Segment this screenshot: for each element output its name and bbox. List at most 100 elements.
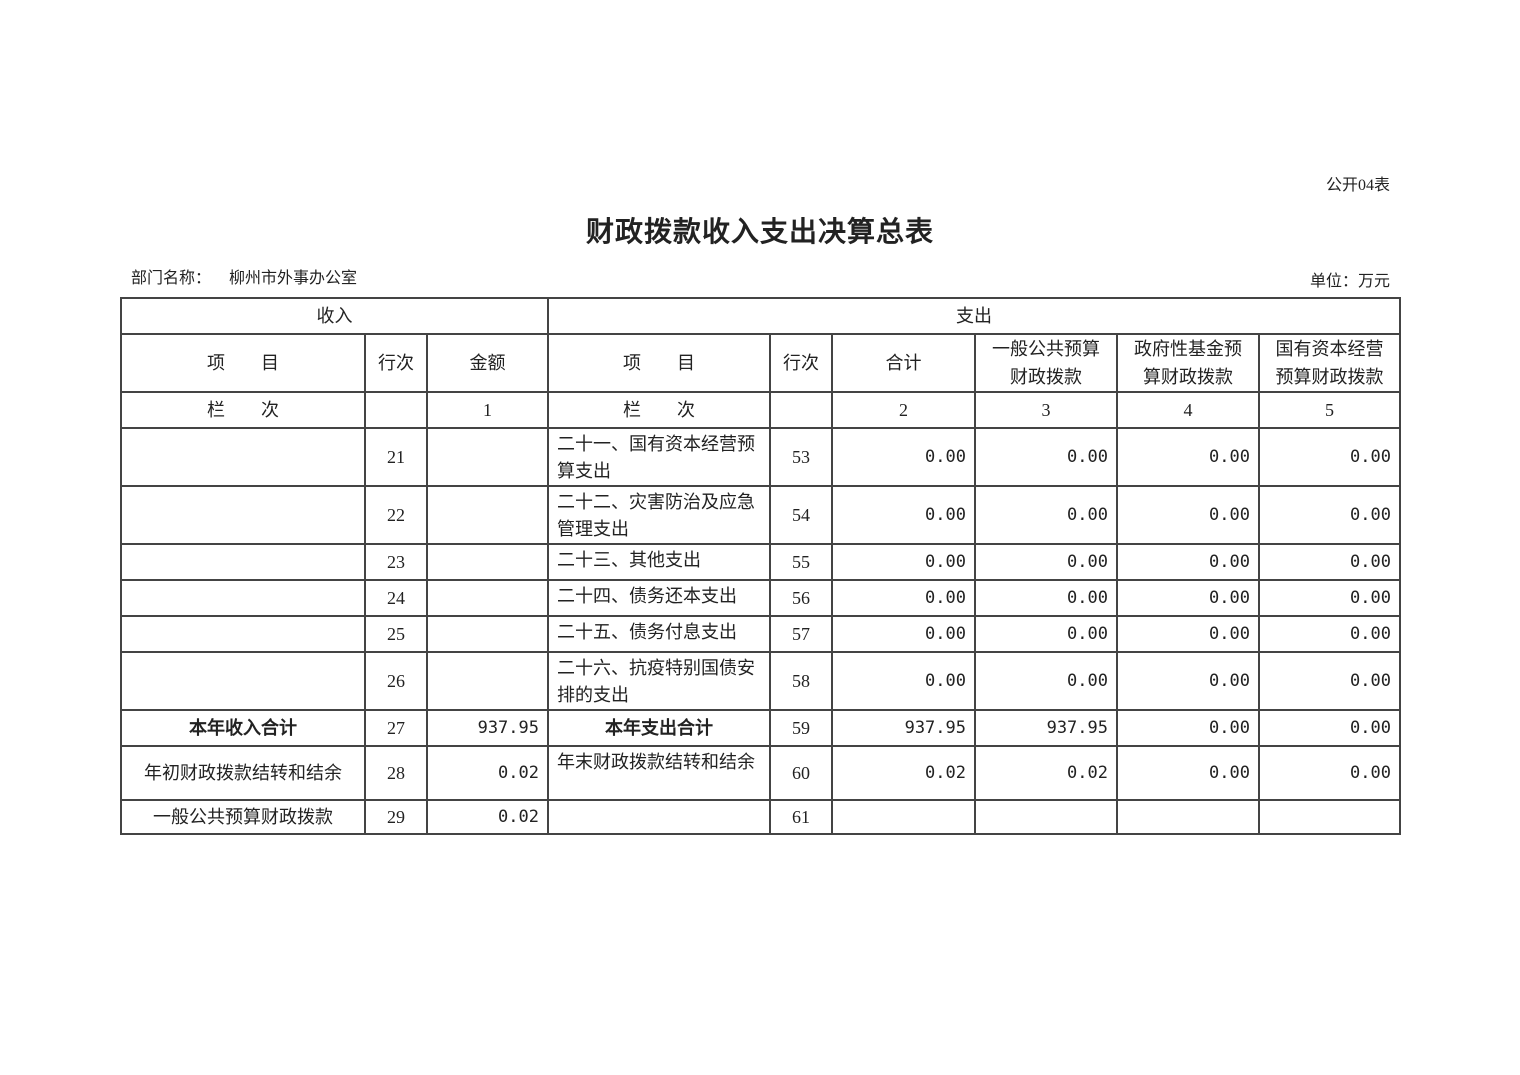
table-cell: 0.02 <box>426 799 549 835</box>
table-row: 一般公共预算财政拨款 29 0.02 61 <box>120 799 1401 835</box>
table-cell: 二十四、债务还本支出 <box>547 579 771 617</box>
unit-label: 单位：万元 <box>1309 273 1390 290</box>
budget-table: 收入 支出 项 目 行次 金额 项 目 行次 合计 一般公共预算财政拨款 政府性… <box>120 297 1401 835</box>
table-cell: 0.00 <box>974 427 1118 487</box>
table-cell: 0.00 <box>831 579 976 617</box>
expense-header: 支出 <box>547 297 1401 335</box>
col-header: 金额 <box>426 333 549 393</box>
table-cell: 0.00 <box>831 543 976 581</box>
department-label: 部门名称： <box>131 270 212 287</box>
table-row: 23 二十三、其他支出 55 0.00 0.00 0.00 0.00 <box>120 543 1401 581</box>
table-cell: 0.02 <box>974 745 1118 801</box>
table-cell: 一般公共预算财政拨款 <box>120 799 366 835</box>
table-cell: 54 <box>769 485 833 545</box>
table-cell: 0.00 <box>974 579 1118 617</box>
table-row: 21 二十一、国有资本经营预算支出 53 0.00 0.00 0.00 0.00 <box>120 427 1401 487</box>
table-cell: 0.00 <box>974 615 1118 653</box>
table-cell: 25 <box>364 615 428 653</box>
table-cell <box>426 543 549 581</box>
table-cell: 二十六、抗疫特别国债安排的支出 <box>547 651 771 711</box>
col-header: 项 目 <box>120 333 366 393</box>
col-header: 一般公共预算财政拨款 <box>974 333 1118 393</box>
table-cell <box>426 651 549 711</box>
column-header-row: 项 目 行次 金额 项 目 行次 合计 一般公共预算财政拨款 政府性基金预算财政… <box>120 333 1401 393</box>
table-cell: 3 <box>974 391 1118 429</box>
table-cell <box>364 391 428 429</box>
col-header: 合计 <box>831 333 976 393</box>
table-cell: 0.00 <box>1258 543 1401 581</box>
col-header: 行次 <box>364 333 428 393</box>
table-cell: 0.00 <box>1258 651 1401 711</box>
table-cell: 28 <box>364 745 428 801</box>
table-cell <box>974 799 1118 835</box>
table-cell: 0.00 <box>1116 427 1260 487</box>
col-header: 行次 <box>769 333 833 393</box>
table-cell: 0.00 <box>1258 427 1401 487</box>
table-cell: 0.02 <box>831 745 976 801</box>
table-cell: 2 <box>831 391 976 429</box>
table-cell: 22 <box>364 485 428 545</box>
table-cell: 二十一、国有资本经营预算支出 <box>547 427 771 487</box>
group-header-row: 收入 支出 <box>120 297 1401 335</box>
table-cell <box>120 615 366 653</box>
table-cell: 4 <box>1116 391 1260 429</box>
table-cell <box>426 485 549 545</box>
table-cell: 0.00 <box>1116 651 1260 711</box>
table-cell: 0.02 <box>426 745 549 801</box>
table-cell <box>120 485 366 545</box>
table-cell: 937.95 <box>831 709 976 747</box>
table-cell: 0.00 <box>1258 485 1401 545</box>
table-cell: 0.00 <box>831 651 976 711</box>
table-cell <box>120 651 366 711</box>
table-cell: 57 <box>769 615 833 653</box>
col-header: 国有资本经营预算财政拨款 <box>1258 333 1401 393</box>
table-cell: 二十二、灾害防治及应急管理支出 <box>547 485 771 545</box>
table-cell <box>831 799 976 835</box>
table-cell: 栏 次 <box>120 391 366 429</box>
table-cell <box>547 799 771 835</box>
table-cell: 0.00 <box>1116 485 1260 545</box>
table-cell: 0.00 <box>831 485 976 545</box>
table-cell <box>120 543 366 581</box>
table-cell: 23 <box>364 543 428 581</box>
table-cell: 59 <box>769 709 833 747</box>
table-cell: 年末财政拨款结转和结余 <box>547 745 771 801</box>
table-row: 年初财政拨款结转和结余 28 0.02 年末财政拨款结转和结余 60 0.02 0.02 0.… <box>120 745 1401 801</box>
table-cell <box>1258 799 1401 835</box>
table-cell: 0.00 <box>831 427 976 487</box>
table-row: 25 二十五、债务付息支出 57 0.00 0.00 0.00 0.00 <box>120 615 1401 653</box>
table-cell <box>426 615 549 653</box>
table-cell: 0.00 <box>1258 579 1401 617</box>
table-cell <box>1116 799 1260 835</box>
table-cell: 60 <box>769 745 833 801</box>
table-cell: 0.00 <box>1116 745 1260 801</box>
col-header: 政府性基金预算财政拨款 <box>1116 333 1260 393</box>
table-cell <box>120 427 366 487</box>
table-cell: 二十五、债务付息支出 <box>547 615 771 653</box>
table-cell: 0.00 <box>1116 543 1260 581</box>
table-cell: 21 <box>364 427 428 487</box>
table-cell: 937.95 <box>426 709 549 747</box>
col-header: 项 目 <box>547 333 771 393</box>
table-cell: 0.00 <box>1258 615 1401 653</box>
table-cell: 0.00 <box>831 615 976 653</box>
table-row: 26 二十六、抗疫特别国债安排的支出 58 0.00 0.00 0.00 0.00 <box>120 651 1401 711</box>
table-cell: 58 <box>769 651 833 711</box>
table-cell: 0.00 <box>1116 579 1260 617</box>
department: 部门名称： 柳州市外事办公室 <box>131 264 375 288</box>
table-cell: 0.00 <box>1116 709 1260 747</box>
table-cell: 29 <box>364 799 428 835</box>
table-cell: 937.95 <box>974 709 1118 747</box>
table-cell: 本年收入合计 <box>120 709 366 747</box>
table-cell <box>426 579 549 617</box>
table-cell: 0.00 <box>1116 615 1260 653</box>
table-cell: 27 <box>364 709 428 747</box>
table-cell: 26 <box>364 651 428 711</box>
page-title: 财政拨款收入支出决算总表 <box>585 217 934 248</box>
table-cell: 5 <box>1258 391 1401 429</box>
form-code: 公开04表 <box>1325 177 1390 194</box>
table-cell: 56 <box>769 579 833 617</box>
table-cell: 栏 次 <box>547 391 771 429</box>
table-cell: 二十三、其他支出 <box>547 543 771 581</box>
